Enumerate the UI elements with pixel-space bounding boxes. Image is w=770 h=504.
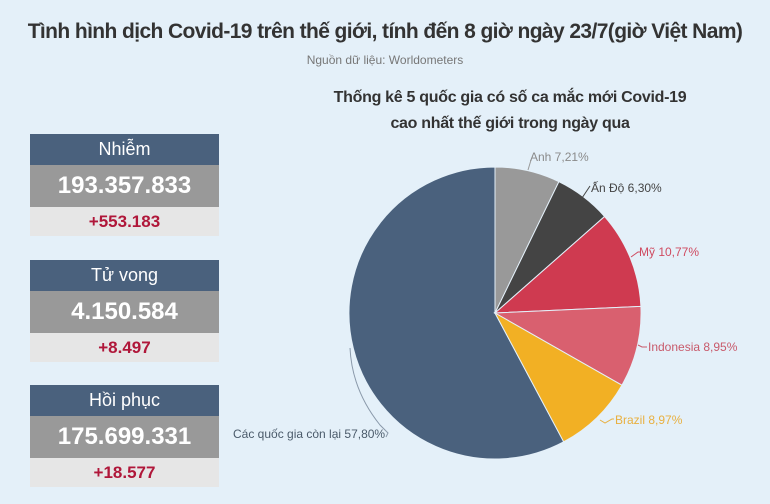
stat-box-recovered: Hồi phục 175.699.331 +18.577 <box>30 385 219 487</box>
chart-title-line-1: Thống kê 5 quốc gia có số ca mắc mới Cov… <box>333 89 687 106</box>
stat-total: 4.150.584 <box>30 291 219 333</box>
pie-slice-brazil <box>493 311 623 443</box>
label-my: Mỹ 10,77% <box>639 245 699 259</box>
stat-label: Tử vong <box>30 260 219 291</box>
stat-label: Hồi phục <box>30 385 219 416</box>
stat-total: 193.357.833 <box>30 165 219 207</box>
label-others: Các quốc gia còn lại 57,80% <box>233 427 385 441</box>
stat-box-infected: Nhiễm 193.357.833 +553.183 <box>30 134 219 236</box>
stat-label: Nhiễm <box>30 134 219 165</box>
leader-line-others <box>349 347 389 438</box>
label-indonesia: Indonesia 8,95% <box>648 340 738 354</box>
pie-slice-my <box>493 215 642 314</box>
leader-line-an-do <box>581 185 591 199</box>
stat-delta: +8.497 <box>30 333 219 362</box>
leader-line-anh <box>527 159 532 171</box>
stat-total: 175.699.331 <box>30 416 219 458</box>
page-title: Tình hình dịch Covid-19 trên thế giới, t… <box>27 20 743 43</box>
stat-box-deaths: Tử vong 4.150.584 +8.497 <box>30 260 219 362</box>
leader-line-indonesia <box>637 344 647 348</box>
chart-title-line-2: cao nhất thế giới trong ngày qua <box>390 115 630 132</box>
chart-title: Thống kê 5 quốc gia có số ca mắc mới Cov… <box>300 85 720 137</box>
pie-slice-indonesia <box>493 305 642 386</box>
label-anh: Anh 7,21% <box>530 150 589 164</box>
pie-slice-others <box>348 166 565 460</box>
label-an-do: Ấn Độ 6,30% <box>591 180 662 195</box>
data-source: Nguồn dữ liệu: Worldometers <box>306 53 464 67</box>
stat-delta: +18.577 <box>30 458 219 487</box>
leader-line-my <box>630 251 641 258</box>
leader-line-brazil <box>599 418 614 424</box>
stat-delta: +553.183 <box>30 207 219 236</box>
label-brazil: Brazil 8,97% <box>615 413 683 427</box>
